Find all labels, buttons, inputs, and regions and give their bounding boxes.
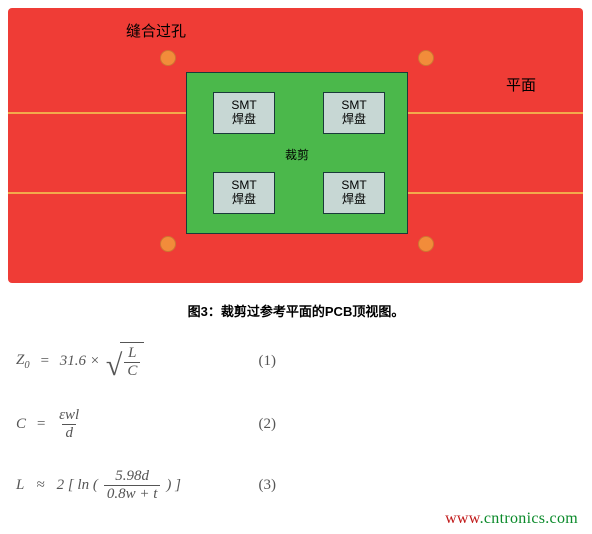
pad-line2: 焊盘 — [232, 193, 256, 207]
eq3-pre: 2 [ ln ( — [57, 477, 98, 494]
sqrt: √ L C — [106, 342, 144, 381]
eq-number: (1) — [259, 353, 277, 370]
stitching-via — [418, 50, 434, 66]
eq3-post: ) ] — [166, 477, 181, 494]
smt-pad: SMT 焊盘 — [213, 92, 275, 134]
smt-pad: SMT 焊盘 — [323, 92, 385, 134]
smt-pad: SMT 焊盘 — [323, 172, 385, 214]
equation-2: C = εwl d (2) — [16, 407, 576, 443]
trace — [8, 112, 213, 114]
stitching-via — [160, 236, 176, 252]
eq-number: (2) — [259, 416, 277, 433]
smt-pad: SMT 焊盘 — [213, 172, 275, 214]
pad-line1: SMT — [231, 179, 256, 193]
equation-1: Z0 = 31.6 × √ L C (1) — [16, 342, 576, 381]
eq-equals: = — [40, 353, 50, 370]
trace — [385, 192, 583, 194]
trace — [385, 112, 583, 114]
fraction: L C — [124, 345, 140, 381]
eq1-lhs: Z0 — [16, 352, 30, 371]
stitching-via — [160, 50, 176, 66]
eq1-coef: 31.6 × — [60, 353, 100, 370]
stitching-via — [418, 236, 434, 252]
pad-line1: SMT — [341, 179, 366, 193]
equation-3: L ≈ 2 [ ln ( 5.98d 0.8w + t ) ] (3) — [16, 468, 576, 504]
figure-caption: 图3：裁剪过参考平面的PCB顶视图。 — [0, 301, 592, 320]
pcb-top-view: SMT 焊盘 SMT 焊盘 SMT 焊盘 SMT 焊盘 裁剪 缝合过孔 平面 — [8, 8, 583, 283]
eq-equals: = — [36, 416, 46, 433]
eq3-lhs: L — [16, 477, 24, 494]
eq-approx: ≈ — [36, 477, 44, 494]
cutout-label: 裁剪 — [285, 146, 309, 163]
plane-label: 平面 — [506, 74, 536, 95]
watermark: www.cntronics.com — [445, 510, 578, 528]
stitching-via-label: 缝合过孔 — [126, 20, 186, 41]
trace — [8, 192, 213, 194]
eq2-lhs: C — [16, 416, 26, 433]
eq-number: (3) — [259, 477, 277, 494]
fraction: 5.98d 0.8w + t — [104, 468, 161, 504]
pad-line2: 焊盘 — [342, 193, 366, 207]
pad-line1: SMT — [341, 99, 366, 113]
pad-line1: SMT — [231, 99, 256, 113]
pad-line2: 焊盘 — [232, 113, 256, 127]
equations-block: Z0 = 31.6 × √ L C (1) C = εwl d — [0, 342, 592, 534]
pad-line2: 焊盘 — [342, 113, 366, 127]
fraction: εwl d — [56, 407, 82, 443]
